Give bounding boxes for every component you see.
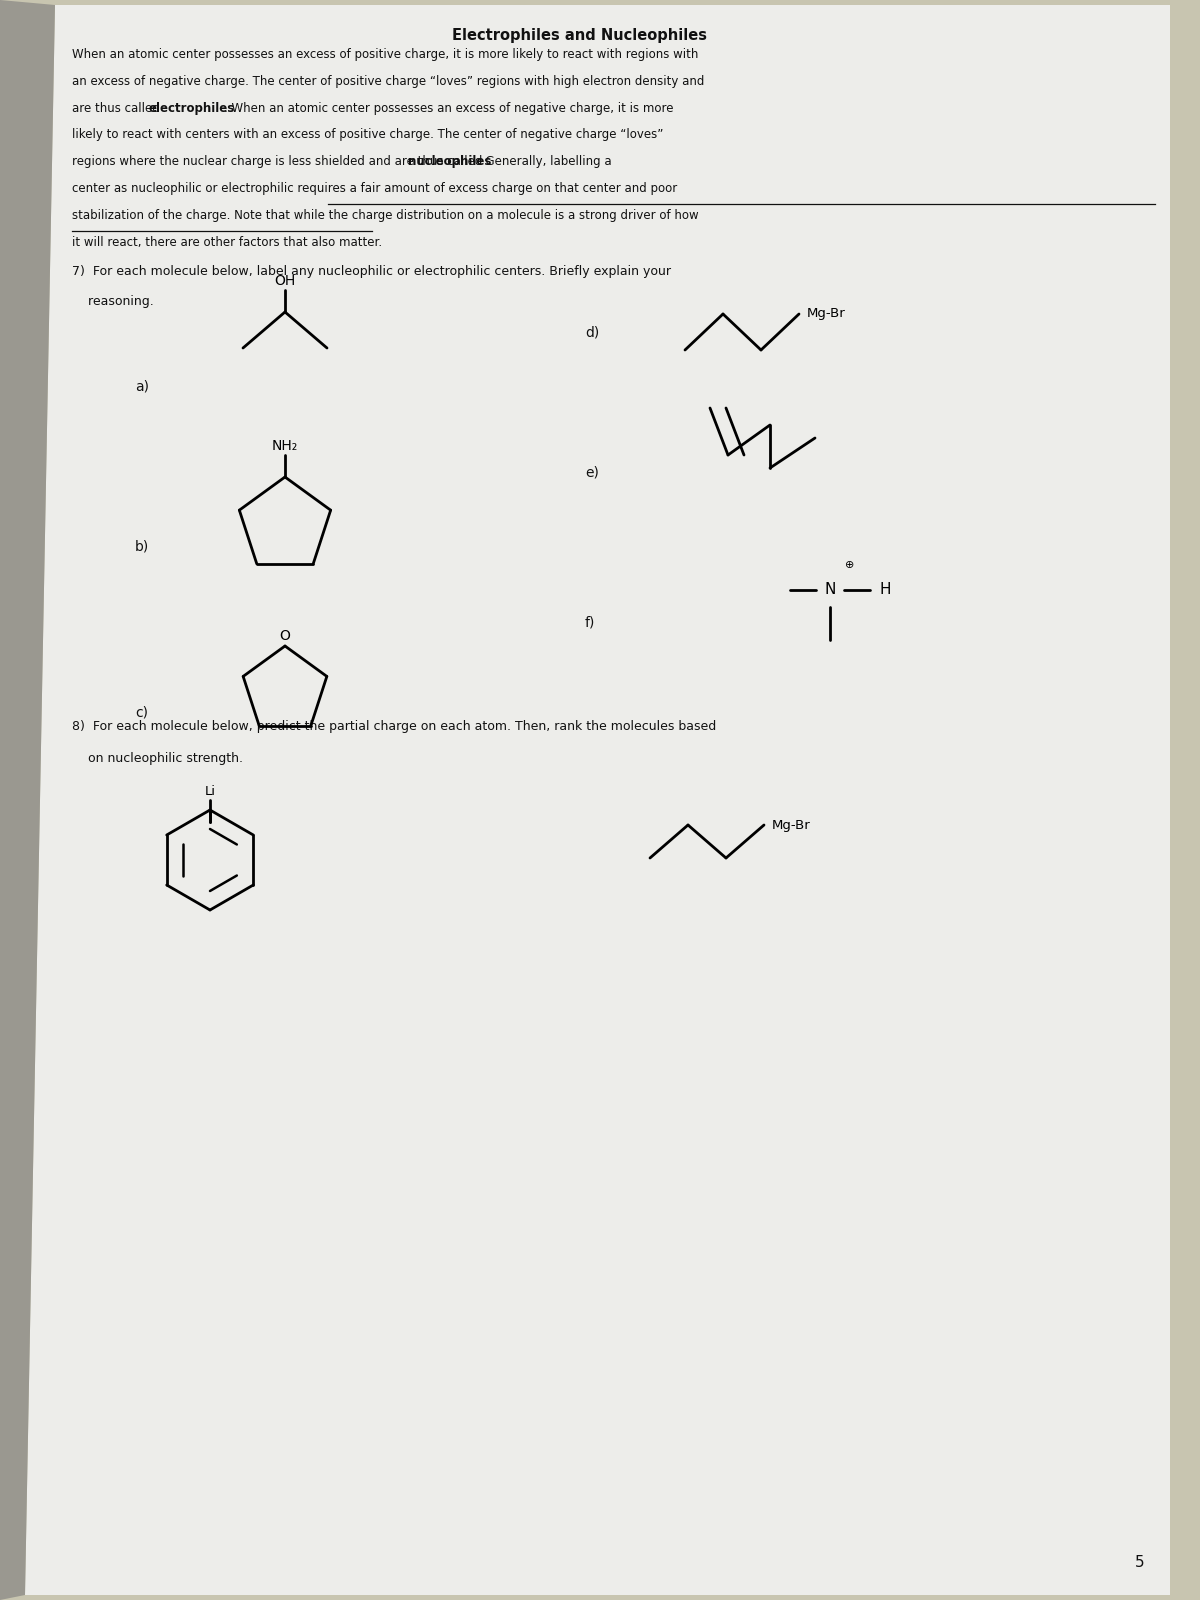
Text: . When an atomic center possesses an excess of negative charge, it is more: . When an atomic center possesses an exc… <box>224 101 673 115</box>
Text: are thus called: are thus called <box>72 101 163 115</box>
Text: b): b) <box>134 541 149 554</box>
Text: 7)  For each molecule below, label any nucleophilic or electrophilic centers. Br: 7) For each molecule below, label any nu… <box>72 266 671 278</box>
Text: regions where the nuclear charge is less shielded and are thus called: regions where the nuclear charge is less… <box>72 155 486 168</box>
Text: a): a) <box>134 379 149 394</box>
Text: O: O <box>280 629 290 643</box>
Text: N: N <box>824 582 835 597</box>
Text: on nucleophilic strength.: on nucleophilic strength. <box>72 752 242 765</box>
Text: 5: 5 <box>1135 1555 1145 1570</box>
Text: nucleophiles: nucleophiles <box>408 155 491 168</box>
Text: OH: OH <box>275 274 295 288</box>
Text: . Generally, labelling a: . Generally, labelling a <box>478 155 611 168</box>
Text: H: H <box>880 582 890 597</box>
Text: d): d) <box>586 325 599 339</box>
Text: an excess of negative charge. The center of positive charge “loves” regions with: an excess of negative charge. The center… <box>72 75 704 88</box>
Text: likely to react with centers with an excess of positive charge. The center of ne: likely to react with centers with an exc… <box>72 128 664 141</box>
Text: c): c) <box>134 706 148 718</box>
Text: f): f) <box>586 614 595 629</box>
Text: center as nucleophilic or electrophilic requires a fair amount of excess charge : center as nucleophilic or electrophilic … <box>72 182 677 195</box>
Text: e): e) <box>586 466 599 478</box>
Polygon shape <box>0 0 55 1600</box>
Text: Li: Li <box>204 786 216 798</box>
Text: Electrophiles and Nucleophiles: Electrophiles and Nucleophiles <box>452 27 708 43</box>
Text: stabilization of the charge. Note that while the charge distribution on a molecu: stabilization of the charge. Note that w… <box>72 210 698 222</box>
Text: When an atomic center possesses an excess of positive charge, it is more likely : When an atomic center possesses an exces… <box>72 48 698 61</box>
Text: ⊕: ⊕ <box>845 560 854 570</box>
Text: Mg-Br: Mg-Br <box>772 819 811 832</box>
Polygon shape <box>25 5 1170 1595</box>
Text: it will react, there are other factors that also matter.: it will react, there are other factors t… <box>72 235 382 248</box>
Text: electrophiles: electrophiles <box>149 101 235 115</box>
Text: 8)  For each molecule below, predict the partial charge on each atom. Then, rank: 8) For each molecule below, predict the … <box>72 720 716 733</box>
Text: Mg-Br: Mg-Br <box>806 307 846 320</box>
Text: NH₂: NH₂ <box>272 438 298 453</box>
Text: reasoning.: reasoning. <box>72 294 154 307</box>
